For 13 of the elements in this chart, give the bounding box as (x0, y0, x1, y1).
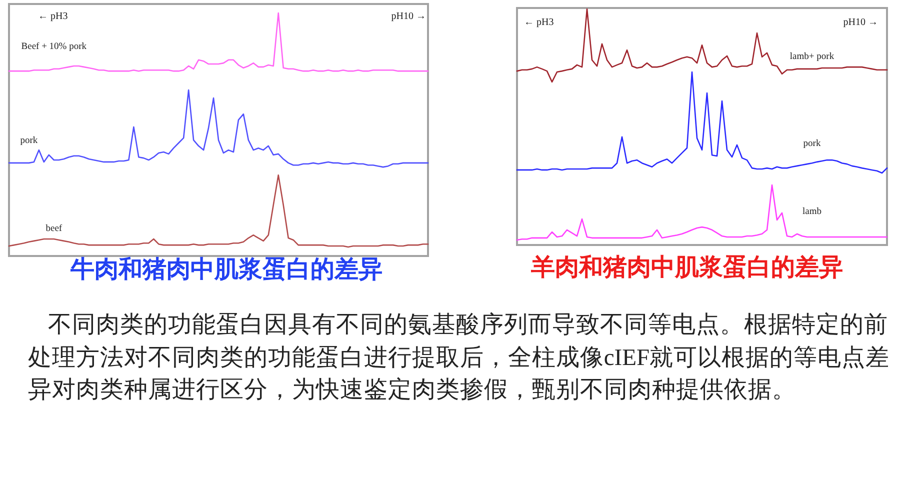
annotation: pH10 → (843, 17, 878, 28)
text: 羊肉和猪肉中肌浆蛋白的差异 (530, 253, 843, 281)
series-label: lamb+ pork (790, 52, 834, 62)
series-label: pork (20, 136, 38, 146)
annotation: ← pH3 (524, 17, 554, 28)
text: 牛肉和猪肉中肌浆蛋白的差异 (70, 255, 382, 283)
series-label: lamb (802, 206, 822, 217)
annotation: pH10 → (391, 11, 426, 22)
series-label: pork (803, 139, 821, 150)
annotation: ← pH3 (38, 11, 68, 22)
series-label: Beef + 10% pork (21, 42, 87, 52)
series-label: beef (46, 224, 63, 234)
text: 不同肉类的功能蛋白因具有不同的氨基酸序列而导致不同等电点。根据特定的前处理方法对不同肉类的功能蛋白进行提取后，全柱成像 cIEF 就可以根据的等电点差异对肉类种属进行区分，为快速鉴定肉类掺假，甄别不同肉种提供依据。 (28, 311, 890, 405)
